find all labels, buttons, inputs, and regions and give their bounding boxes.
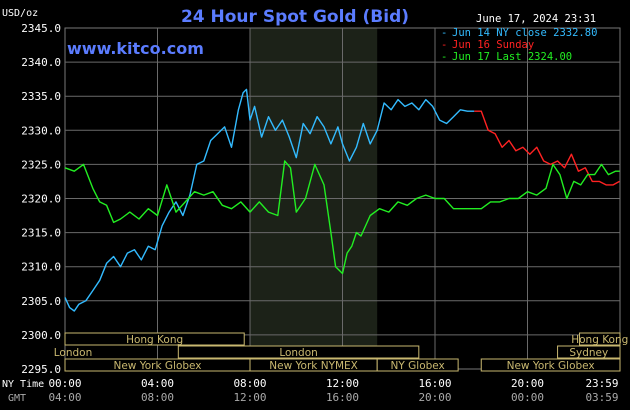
y-tick-label: 2320.0 bbox=[21, 193, 61, 206]
chart-title: 24 Hour Spot Gold (Bid) bbox=[181, 7, 409, 27]
series-line-3 bbox=[64, 160, 620, 275]
legend: - Jun 14 NY close 2332.80- Jun 16 Sunday- J… bbox=[441, 27, 597, 63]
session-label: London bbox=[279, 347, 318, 359]
y-tick-label: 2345.0 bbox=[21, 22, 61, 35]
session-box-rect bbox=[376, 358, 459, 372]
x-tick-label-gmt: 08:00 bbox=[141, 391, 174, 404]
session-box-rect bbox=[64, 332, 245, 346]
legend-marker: - bbox=[441, 39, 447, 51]
legend-label: Jun 16 Sunday bbox=[452, 39, 534, 51]
session-label: Sydney bbox=[569, 347, 608, 359]
x-tick-label-gmt: 03:59 bbox=[585, 391, 618, 404]
legend-marker: - bbox=[441, 27, 447, 39]
x-axis-label-gmt: GMT bbox=[8, 393, 26, 404]
legend-entry: - Jun 16 Sunday bbox=[441, 39, 534, 51]
session-box: Hong Kong bbox=[571, 332, 628, 346]
series-line-2 bbox=[474, 110, 620, 186]
y-tick-label: 2325.0 bbox=[21, 158, 61, 171]
y-tick-label: 2340.0 bbox=[21, 56, 61, 69]
session-label: New York NYMEX bbox=[269, 360, 358, 372]
session-box: New York Globex bbox=[64, 358, 251, 372]
x-tick-label-ny: 23:59 bbox=[585, 377, 618, 390]
y-tick-label: 2330.0 bbox=[21, 124, 61, 137]
session-label: London bbox=[54, 347, 93, 359]
series-lines bbox=[64, 88, 620, 312]
x-tick-label-ny: 12:00 bbox=[326, 377, 359, 390]
session-label: NY Globex bbox=[391, 360, 445, 372]
x-tick-label-ny: 20:00 bbox=[511, 377, 544, 390]
x-tick-label-ny: 00:00 bbox=[48, 377, 81, 390]
y-tick-label: 2335.0 bbox=[21, 90, 61, 103]
session-label: New York Globex bbox=[507, 360, 595, 372]
y-tick-label: 2295.0 bbox=[21, 363, 61, 376]
legend-entry: - Jun 14 NY close 2332.80 bbox=[441, 27, 597, 39]
unit-label: USD/oz bbox=[2, 8, 38, 19]
y-tick-label: 2305.0 bbox=[21, 295, 61, 308]
session-label: New York Globex bbox=[113, 360, 201, 372]
legend-entry: - Jun 17 Last 2324.00 bbox=[441, 51, 572, 63]
session-label: Hong Kong bbox=[126, 334, 183, 346]
y-tick-label: 2315.0 bbox=[21, 227, 61, 240]
session-box: Sydney bbox=[557, 345, 621, 359]
session-box: London bbox=[177, 345, 420, 359]
legend-marker: - bbox=[441, 51, 447, 63]
grid bbox=[64, 27, 621, 370]
timestamp: June 17, 2024 23:31 bbox=[476, 13, 596, 25]
session-box-rect bbox=[177, 345, 420, 359]
session-box-rect bbox=[557, 345, 621, 359]
session-box-rect bbox=[480, 358, 621, 372]
session-box: NY Globex bbox=[376, 358, 459, 372]
x-tick-label-gmt: 00:00 bbox=[511, 391, 544, 404]
x-tick-label-gmt: 16:00 bbox=[326, 391, 359, 404]
x-tick-label-gmt: 12:00 bbox=[233, 391, 266, 404]
x-tick-label-gmt: 20:00 bbox=[418, 391, 451, 404]
source-watermark: www.kitco.com bbox=[67, 39, 204, 58]
legend-label: Jun 14 NY close 2332.80 bbox=[452, 27, 597, 39]
session-box: London bbox=[54, 347, 93, 359]
y-tick-label: 2310.0 bbox=[21, 261, 61, 274]
x-axis-label-ny: NY Time bbox=[2, 379, 44, 390]
legend-label: Jun 17 Last 2324.00 bbox=[452, 51, 572, 63]
session-box: New York NYMEX bbox=[249, 358, 378, 372]
session-label: Hong Kong bbox=[571, 334, 628, 346]
x-tick-label-gmt: 04:00 bbox=[48, 391, 81, 404]
x-tick-label-ny: 08:00 bbox=[233, 377, 266, 390]
session-box: New York Globex bbox=[480, 358, 621, 372]
session-box: Hong Kong bbox=[64, 332, 245, 346]
x-tick-label-ny: 04:00 bbox=[141, 377, 174, 390]
series-line-1 bbox=[64, 88, 475, 312]
axes: 2345.0 2340.0 2335.0 2330.0 2325.0 2320.0 2315… bbox=[2, 22, 619, 404]
x-tick-label-ny: 16:00 bbox=[418, 377, 451, 390]
y-tick-label: 2300.0 bbox=[21, 329, 61, 342]
session-box-rect bbox=[579, 332, 621, 346]
